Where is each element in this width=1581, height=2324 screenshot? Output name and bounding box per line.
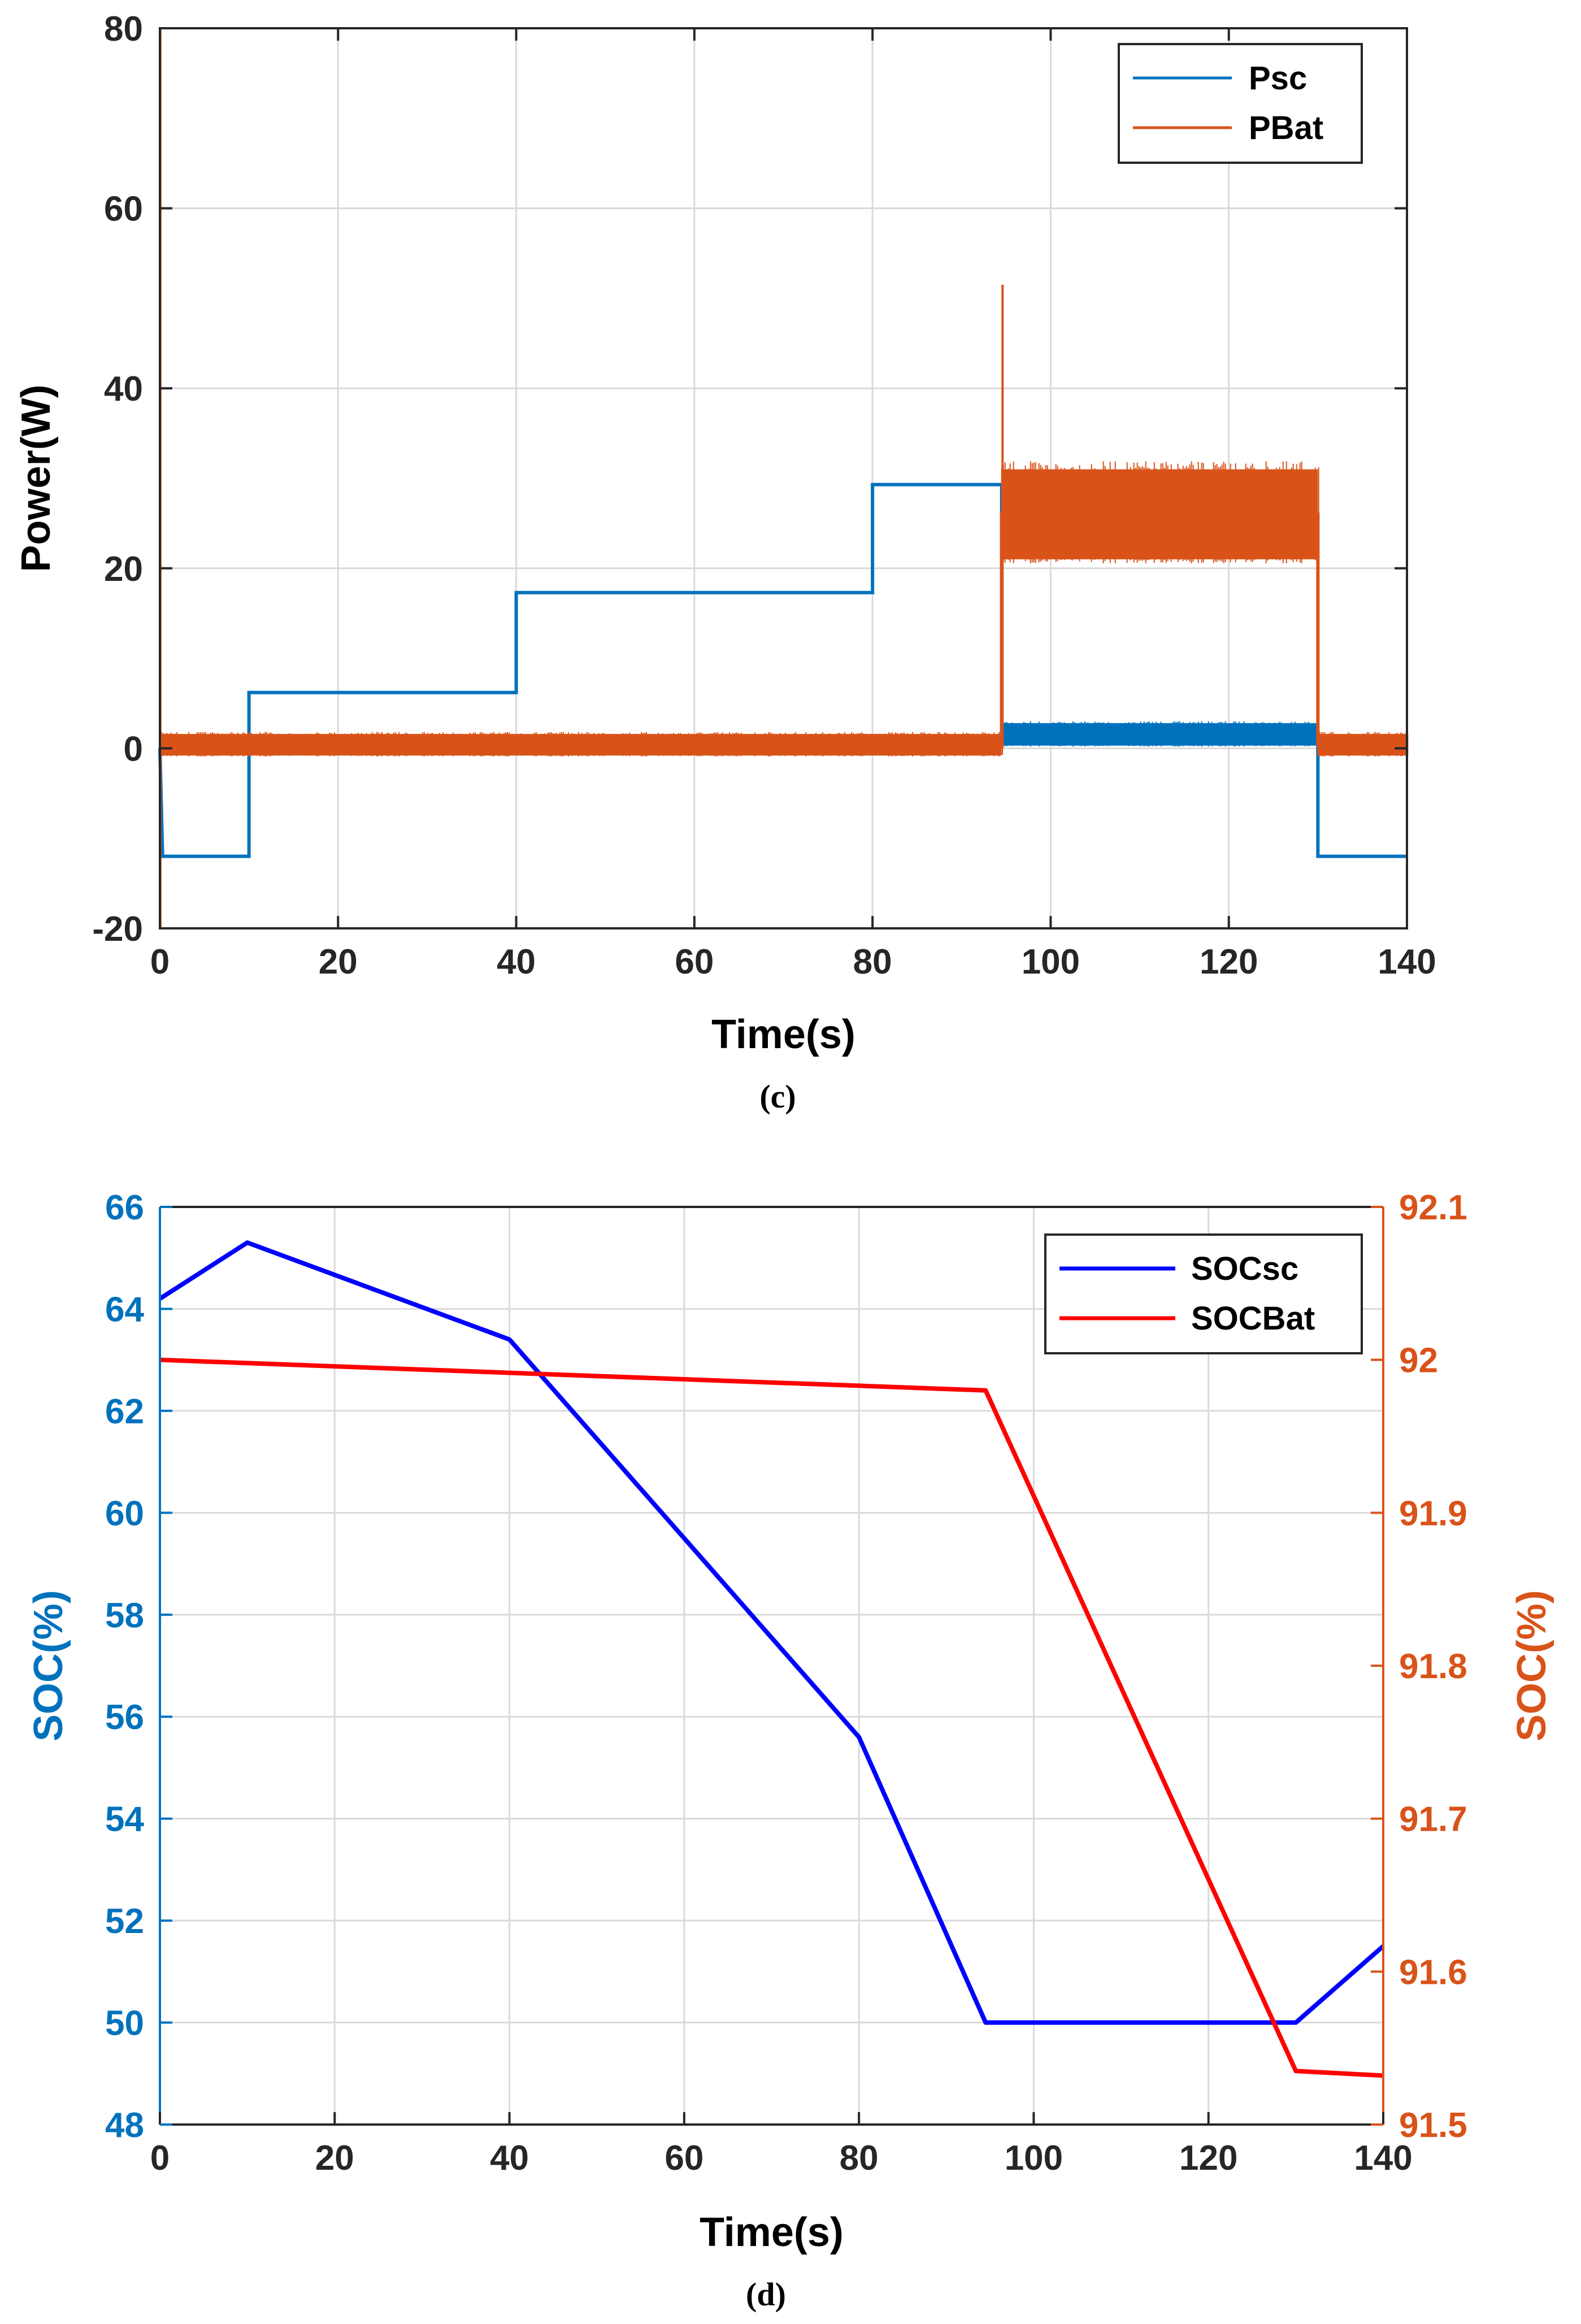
series-socbat (159, 1357, 1384, 2078)
power-chart-plot-frame (159, 27, 1408, 929)
y-tick-label: 56 (105, 1698, 144, 1737)
y-tick-label: 66 (105, 1188, 144, 1227)
x-tick-label: 40 (497, 942, 536, 981)
legend-box (1118, 43, 1363, 164)
x-tick-label: 140 (1378, 942, 1436, 981)
x-tick-label: 80 (853, 942, 892, 981)
y2-tick-label: 92.1 (1399, 1188, 1467, 1227)
soc-chart: 0 20 40 60 80 100 120 140 48 50 52 54 56 58 60 62 64 66 91… (26, 1188, 1554, 2313)
y-tick-label: 48 (105, 2106, 144, 2145)
power-chart-caption: (c) (759, 1078, 796, 1115)
y-tick-label: 20 (104, 550, 143, 589)
x-tick-label: 60 (675, 942, 714, 981)
y-tick-label: 40 (104, 370, 143, 409)
x-tick-label: 0 (150, 942, 170, 981)
y2-tick-label: 91.5 (1399, 2106, 1467, 2145)
soc-chart-left-y-axis-label: SOC(%) (26, 1590, 71, 1741)
y2-tick-label: 91.7 (1399, 1800, 1467, 1839)
soc-chart-right-y-axis-label: SOC(%) (1509, 1590, 1554, 1741)
x-tick-label: 60 (664, 2139, 703, 2178)
y-tick-label: 0 (124, 729, 143, 768)
series-socsc (158, 1240, 1385, 2025)
x-tick-label: 0 (150, 2139, 170, 2178)
y2-tick-label: 91.6 (1399, 1953, 1467, 1992)
y-tick-label: 50 (105, 2004, 144, 2043)
x-tick-label: 120 (1200, 942, 1258, 981)
x-tick-label: 100 (1005, 2139, 1063, 2178)
power-chart-legend: Psc PBat (1118, 43, 1363, 164)
power-chart-series (158, 28, 1409, 928)
y-tick-label: 58 (105, 1596, 144, 1635)
soc-chart-x-axis-label: Time(s) (700, 2210, 844, 2255)
soc-chart-legend: SOCsc SOCBat (1044, 1233, 1363, 1354)
y-tick-label: 80 (104, 10, 143, 49)
x-tick-label: 120 (1179, 2139, 1237, 2178)
legend-box (1044, 1233, 1363, 1354)
y-tick-label: 60 (105, 1494, 144, 1533)
y2-tick-label: 91.9 (1399, 1494, 1467, 1533)
x-tick-label: 20 (315, 2139, 354, 2178)
legend-label: PBat (1249, 110, 1323, 146)
y2-tick-label: 91.8 (1399, 1647, 1467, 1686)
power-chart-x-axis-label: Time(s) (711, 1012, 855, 1057)
legend-label: SOCBat (1191, 1300, 1315, 1337)
y-tick-label: 64 (105, 1290, 144, 1329)
x-tick-label: 40 (490, 2139, 529, 2178)
soc-chart-series (158, 1240, 1385, 2078)
legend-label: Psc (1249, 60, 1307, 97)
x-tick-label: 100 (1022, 942, 1080, 981)
y-tick-label: 60 (104, 190, 143, 229)
series-pbat (159, 28, 1409, 928)
legend-label: SOCsc (1191, 1250, 1298, 1287)
power-chart-y-axis-label: Power(W) (14, 385, 59, 572)
x-tick-label: 80 (840, 2139, 879, 2178)
series-line (160, 512, 1407, 746)
y-tick-label: 52 (105, 1902, 144, 1941)
y2-tick-label: 92 (1399, 1341, 1438, 1380)
x-tick-label: 140 (1354, 2139, 1412, 2178)
soc-chart-ticks: 0 20 40 60 80 100 120 140 48 50 52 54 56 58 60 62 64 66 91… (105, 1188, 1467, 2178)
y-tick-label: 62 (105, 1392, 144, 1431)
soc-chart-grid (160, 1207, 1383, 2125)
soc-chart-caption: (d) (746, 2276, 786, 2313)
y-tick-label: -20 (92, 910, 143, 949)
x-tick-label: 20 (319, 942, 358, 981)
y-tick-label: 54 (105, 1800, 144, 1839)
